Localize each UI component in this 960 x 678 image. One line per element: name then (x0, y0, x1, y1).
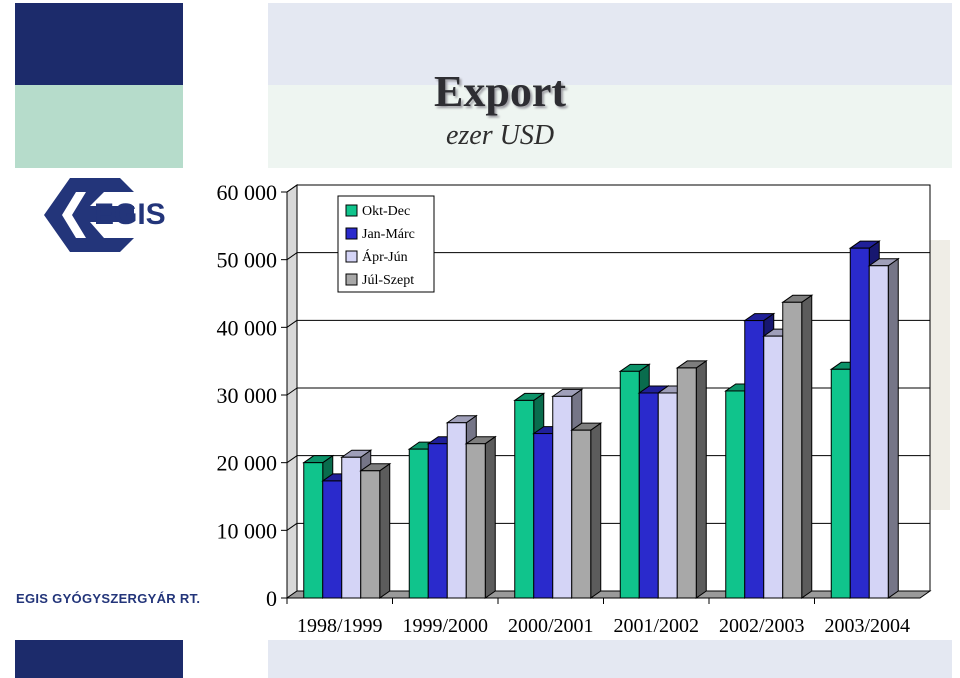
y-tick-label: 30 000 (217, 383, 278, 408)
bar-side (590, 422, 602, 599)
x-tick-label: 2003/2004 (824, 615, 910, 637)
gridline-side (286, 252, 298, 261)
gridline-side (286, 387, 298, 396)
bar (657, 392, 678, 599)
bar (619, 370, 640, 599)
bar (465, 443, 486, 599)
y-tick-label: 0 (266, 586, 277, 611)
bar (571, 429, 592, 599)
y-tick-label: 10 000 (217, 518, 278, 543)
bar (849, 247, 870, 599)
bar (868, 265, 889, 599)
header-block-green (15, 85, 183, 168)
legend-label: Ápr-Jún (362, 248, 408, 265)
gridline-side (286, 522, 298, 531)
bar (360, 470, 381, 599)
bar (408, 448, 429, 599)
bar (725, 390, 746, 599)
bar-side (484, 435, 496, 599)
legend-swatch (345, 250, 358, 263)
bar (763, 335, 784, 599)
bar-side (887, 257, 899, 599)
header-band-bottom (268, 85, 952, 168)
bar-side (695, 359, 707, 599)
x-tick-label: 1998/1999 (297, 615, 383, 637)
legend-swatch (345, 204, 358, 217)
legend-label: Okt-Dec (362, 204, 410, 219)
bar (638, 392, 659, 599)
bar-side (379, 462, 391, 599)
company-name: EGIS GYÓGYSZERGYÁR RT. (16, 591, 201, 606)
x-tick-label: 2000/2001 (508, 615, 594, 637)
gridline-side (286, 455, 298, 464)
x-tick-label: 2001/2002 (613, 615, 699, 637)
gridline-side (286, 184, 298, 193)
chart-subtitle: ezer USD (445, 120, 555, 151)
bar (303, 462, 324, 599)
y-tick-label: 40 000 (217, 315, 278, 340)
legend-swatch (345, 227, 358, 240)
bar (341, 456, 362, 599)
x-tick-label: 1999/2000 (402, 615, 488, 637)
y-tick-label: 20 000 (217, 451, 278, 476)
legend-label: Júl-Szept (362, 273, 414, 288)
legend-label: Jan-Márc (362, 227, 415, 242)
gridline-side (286, 319, 298, 328)
svg-text:EGIS: EGIS (94, 198, 166, 231)
y-tick-label: 50 000 (217, 248, 278, 273)
bar (446, 422, 467, 599)
footer-band (268, 640, 952, 678)
y-tick-label: 60 000 (217, 180, 278, 205)
bar (782, 301, 803, 599)
footer-block-navy (15, 640, 183, 678)
chart-title: Export (434, 67, 566, 116)
bar (744, 320, 765, 599)
bar-side (801, 294, 813, 599)
legend-swatch (345, 273, 358, 286)
header-band-top (268, 3, 952, 85)
bar (322, 480, 343, 599)
egis-logo: EGIS (44, 178, 166, 252)
bar (514, 399, 535, 599)
bar (676, 367, 697, 599)
x-tick-label: 2002/2003 (719, 615, 805, 637)
header-block-navy (15, 3, 183, 85)
bar (533, 433, 554, 599)
bar (427, 443, 448, 599)
bar (830, 368, 851, 599)
bar (552, 395, 573, 599)
